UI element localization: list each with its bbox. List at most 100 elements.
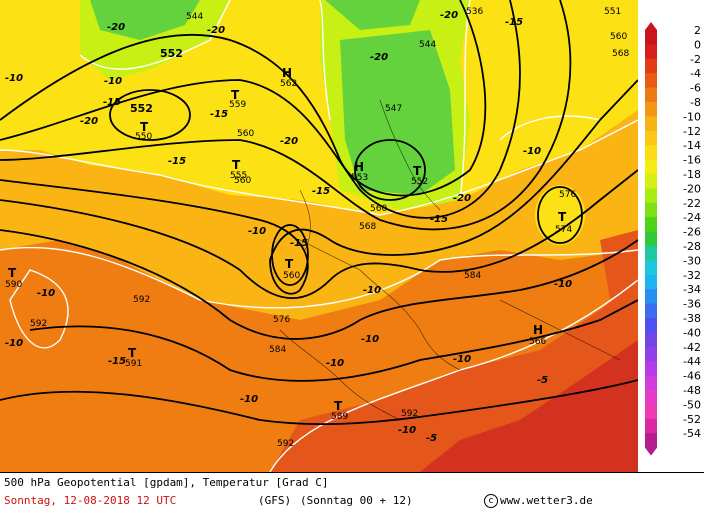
temperature-label: -15: [290, 238, 308, 249]
temperature-label: -10: [104, 76, 122, 87]
low-letter: T: [558, 210, 567, 224]
legend-swatch: [645, 433, 657, 449]
legend-bottom-arrow: [645, 447, 657, 456]
temperature-field-cold-center: [340, 30, 455, 195]
temperature-label: -20: [453, 193, 471, 204]
model-run: (Sonntag 00 + 12): [300, 494, 413, 507]
temperature-label: -10: [240, 394, 258, 405]
legend-label: -6: [690, 82, 701, 95]
geopotential-label: 560: [237, 129, 254, 139]
legend-swatch: [645, 418, 657, 434]
high-value: 562: [280, 79, 297, 89]
legend-label: -2: [690, 53, 701, 66]
legend-swatch: [645, 217, 657, 233]
legend-swatch: [645, 73, 657, 89]
legend-swatch: [645, 174, 657, 189]
low-center: T 555: [230, 158, 247, 181]
temperature-label: -10: [363, 285, 381, 296]
valid-date: Sonntag, 12-08-2018 12 UTC: [4, 494, 177, 507]
geopotential-label: 552: [130, 102, 153, 115]
legend-label: 0: [694, 38, 701, 51]
temperature-label: -15: [210, 109, 228, 120]
low-center: T 590: [5, 266, 22, 290]
geopotential-label: 592: [133, 295, 150, 305]
legend-label: -40: [683, 326, 701, 339]
geopotential-label: 560: [610, 32, 627, 42]
legend-swatch: [645, 303, 657, 319]
temperature-label: -10: [361, 334, 379, 345]
low-value: 590: [5, 280, 22, 290]
legend-swatch: [645, 361, 657, 377]
temperature-label: -5: [537, 375, 548, 386]
geopotential-label: 568: [359, 222, 376, 232]
high-value: 553: [351, 173, 368, 183]
temperature-field-extreme-south: [420, 340, 638, 472]
low-letter: T: [285, 257, 294, 271]
low-center: T 574: [555, 210, 572, 235]
legend-label: -14: [683, 139, 701, 152]
temperature-field-cool-east: [535, 185, 585, 245]
legend-label: -44: [683, 355, 701, 368]
color-scale-legend: 20 -2-4 -6-8-10 -12-14 -16-18-20 -22-24 -26-28…: [638, 0, 704, 472]
temperature-label: -10: [326, 358, 344, 369]
temperature-label: -15: [505, 17, 523, 28]
legend-label: -10: [683, 110, 701, 123]
low-center: T 559: [229, 88, 246, 110]
low-value: 591: [125, 359, 142, 369]
low-letter: T: [413, 164, 422, 178]
geopotential-label: 576: [273, 315, 290, 325]
legend-swatch: [645, 44, 657, 60]
legend-swatch: [645, 202, 657, 218]
geopotential-label: 547: [385, 104, 402, 114]
low-letter: T: [334, 399, 343, 413]
low-value: 555: [230, 171, 247, 181]
low-letter: T: [232, 158, 241, 172]
geopotential-label: 584: [464, 271, 481, 281]
legend-swatch: [645, 246, 657, 261]
high-letter: H: [533, 323, 543, 337]
high-letter: H: [282, 66, 292, 80]
weather-map: 544 536 551 560 568 552 544 552 547 560 …: [0, 0, 638, 472]
temperature-label: -5: [426, 433, 437, 444]
temperature-field-cold-west: [90, 0, 200, 40]
temperature-label: -10: [248, 226, 266, 237]
temperature-label: -10: [5, 338, 23, 349]
temperature-label: -20: [370, 52, 388, 63]
legend-swatch: [645, 332, 657, 348]
low-value: 574: [555, 225, 572, 235]
geopotential-label: 551: [604, 7, 621, 17]
low-center: T 552: [411, 164, 428, 187]
low-value: 550: [135, 132, 152, 142]
legend-swatch: [645, 346, 657, 362]
temperature-label: -20: [107, 22, 125, 33]
legend-label: -16: [683, 154, 701, 167]
legend-swatch: [645, 390, 657, 405]
temperature-label: -15: [108, 356, 126, 367]
legend-label: -24: [683, 211, 701, 224]
low-center: T 591: [125, 346, 142, 369]
legend-label: -20: [683, 182, 701, 195]
geopotential-label: 560: [370, 204, 387, 214]
geopotential-label: 560: [234, 176, 251, 186]
high-value: 566: [529, 337, 546, 347]
temperature-label: -20: [280, 136, 298, 147]
temperature-label: -15: [430, 214, 448, 225]
high-center: H 566: [529, 323, 546, 347]
geopotential-label: 544: [186, 12, 203, 22]
geopotential-label: 568: [612, 49, 629, 59]
legend-label: -50: [683, 398, 701, 411]
geopotential-label: 592: [30, 319, 47, 329]
legend-swatch: [645, 102, 657, 117]
high-letter: H: [354, 160, 364, 174]
legend-swatch: [645, 231, 657, 247]
low-value: 589: [331, 412, 348, 422]
legend-label: -32: [683, 269, 701, 282]
map-title: 500 hPa Geopotential [gpdam], Temperatur…: [4, 476, 329, 489]
geopotential-label: 592: [401, 409, 418, 419]
legend-label: -18: [683, 168, 701, 181]
legend-label: -52: [683, 413, 701, 426]
credit-text: www.wetter3.de: [500, 494, 593, 507]
temperature-label: -15: [168, 156, 186, 167]
geopotential-label: 576: [559, 190, 576, 200]
high-center: H 553: [351, 160, 368, 183]
